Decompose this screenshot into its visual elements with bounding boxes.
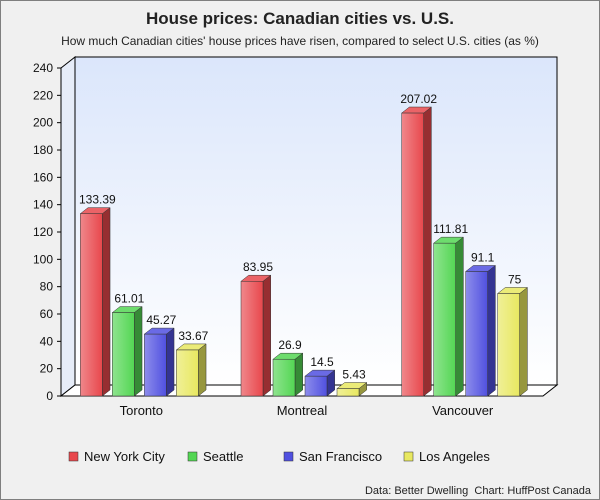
chart-title: House prices: Canadian cities vs. U.S.: [145, 9, 454, 28]
bar-vancouver-san-francisco: [464, 264, 497, 397]
data-label: 91.1: [471, 250, 495, 264]
y-tick-label: 60: [40, 307, 54, 321]
bar-toronto-san-francisco: [143, 327, 175, 397]
bar-vancouver-new-york-city: [400, 106, 433, 397]
bar-toronto-los-angeles: [175, 343, 207, 397]
data-label: 14.5: [310, 355, 334, 369]
data-label: 33.67: [178, 329, 208, 343]
legend-item-san-francisco: San Francisco: [283, 449, 382, 464]
data-label: 45.27: [146, 313, 176, 327]
y-tick-label: 0: [46, 389, 53, 403]
bar-montreal-seattle: [272, 352, 304, 397]
y-tick-label: 120: [33, 225, 53, 239]
y-tick-label: 20: [40, 362, 54, 376]
bar-vancouver-los-angeles: [496, 286, 529, 397]
y-tick-label: 160: [33, 170, 53, 184]
legend-swatch: [283, 451, 294, 462]
legend-label: Los Angeles: [419, 449, 490, 464]
y-tick-label: 80: [40, 280, 54, 294]
data-label: 83.95: [243, 260, 273, 274]
y-tick-label: 140: [33, 198, 53, 212]
data-label: 133.39: [79, 193, 116, 207]
data-label: 5.43: [342, 368, 366, 382]
x-tick-label: Toronto: [120, 403, 163, 418]
source-note: Data: Better Dwelling Chart: HuffPost Ca…: [364, 485, 591, 497]
legend-swatch: [68, 451, 79, 462]
legend-label: San Francisco: [299, 449, 382, 464]
legend-swatch: [187, 451, 198, 462]
y-tick-label: 240: [33, 61, 53, 75]
bar-montreal-los-angeles: [336, 382, 368, 397]
bar-toronto-seattle: [111, 306, 143, 397]
bar-montreal-san-francisco: [304, 369, 336, 397]
legend-item-new-york-city: New York City: [68, 449, 165, 464]
x-tick-label: Montreal: [277, 403, 328, 418]
plot-side-wall: [60, 55, 76, 398]
legend-label: New York City: [84, 449, 165, 464]
legend-item-los-angeles: Los Angeles: [403, 449, 490, 464]
data-label: 61.01: [114, 292, 144, 306]
bar-montreal-new-york-city: [240, 274, 272, 397]
y-tick-label: 180: [33, 143, 53, 157]
y-tick-label: 40: [40, 334, 54, 348]
y-tick-label: 100: [33, 252, 53, 266]
data-label: 111.81: [433, 222, 468, 236]
data-label: 207.02: [400, 92, 437, 106]
bar-toronto-new-york-city: [79, 207, 111, 397]
legend-item-seattle: Seattle: [187, 449, 243, 464]
y-tick-label: 200: [33, 116, 53, 130]
data-label: 75: [508, 272, 522, 286]
legend-swatch: [403, 451, 414, 462]
x-tick-label: Vancouver: [432, 403, 494, 418]
legend-label: Seattle: [203, 449, 243, 464]
data-label: 26.9: [278, 338, 302, 352]
chart-subtitle: How much Canadian cities' house prices h…: [61, 34, 539, 48]
bar-vancouver-seattle: [432, 236, 465, 397]
y-tick-label: 220: [33, 88, 53, 102]
